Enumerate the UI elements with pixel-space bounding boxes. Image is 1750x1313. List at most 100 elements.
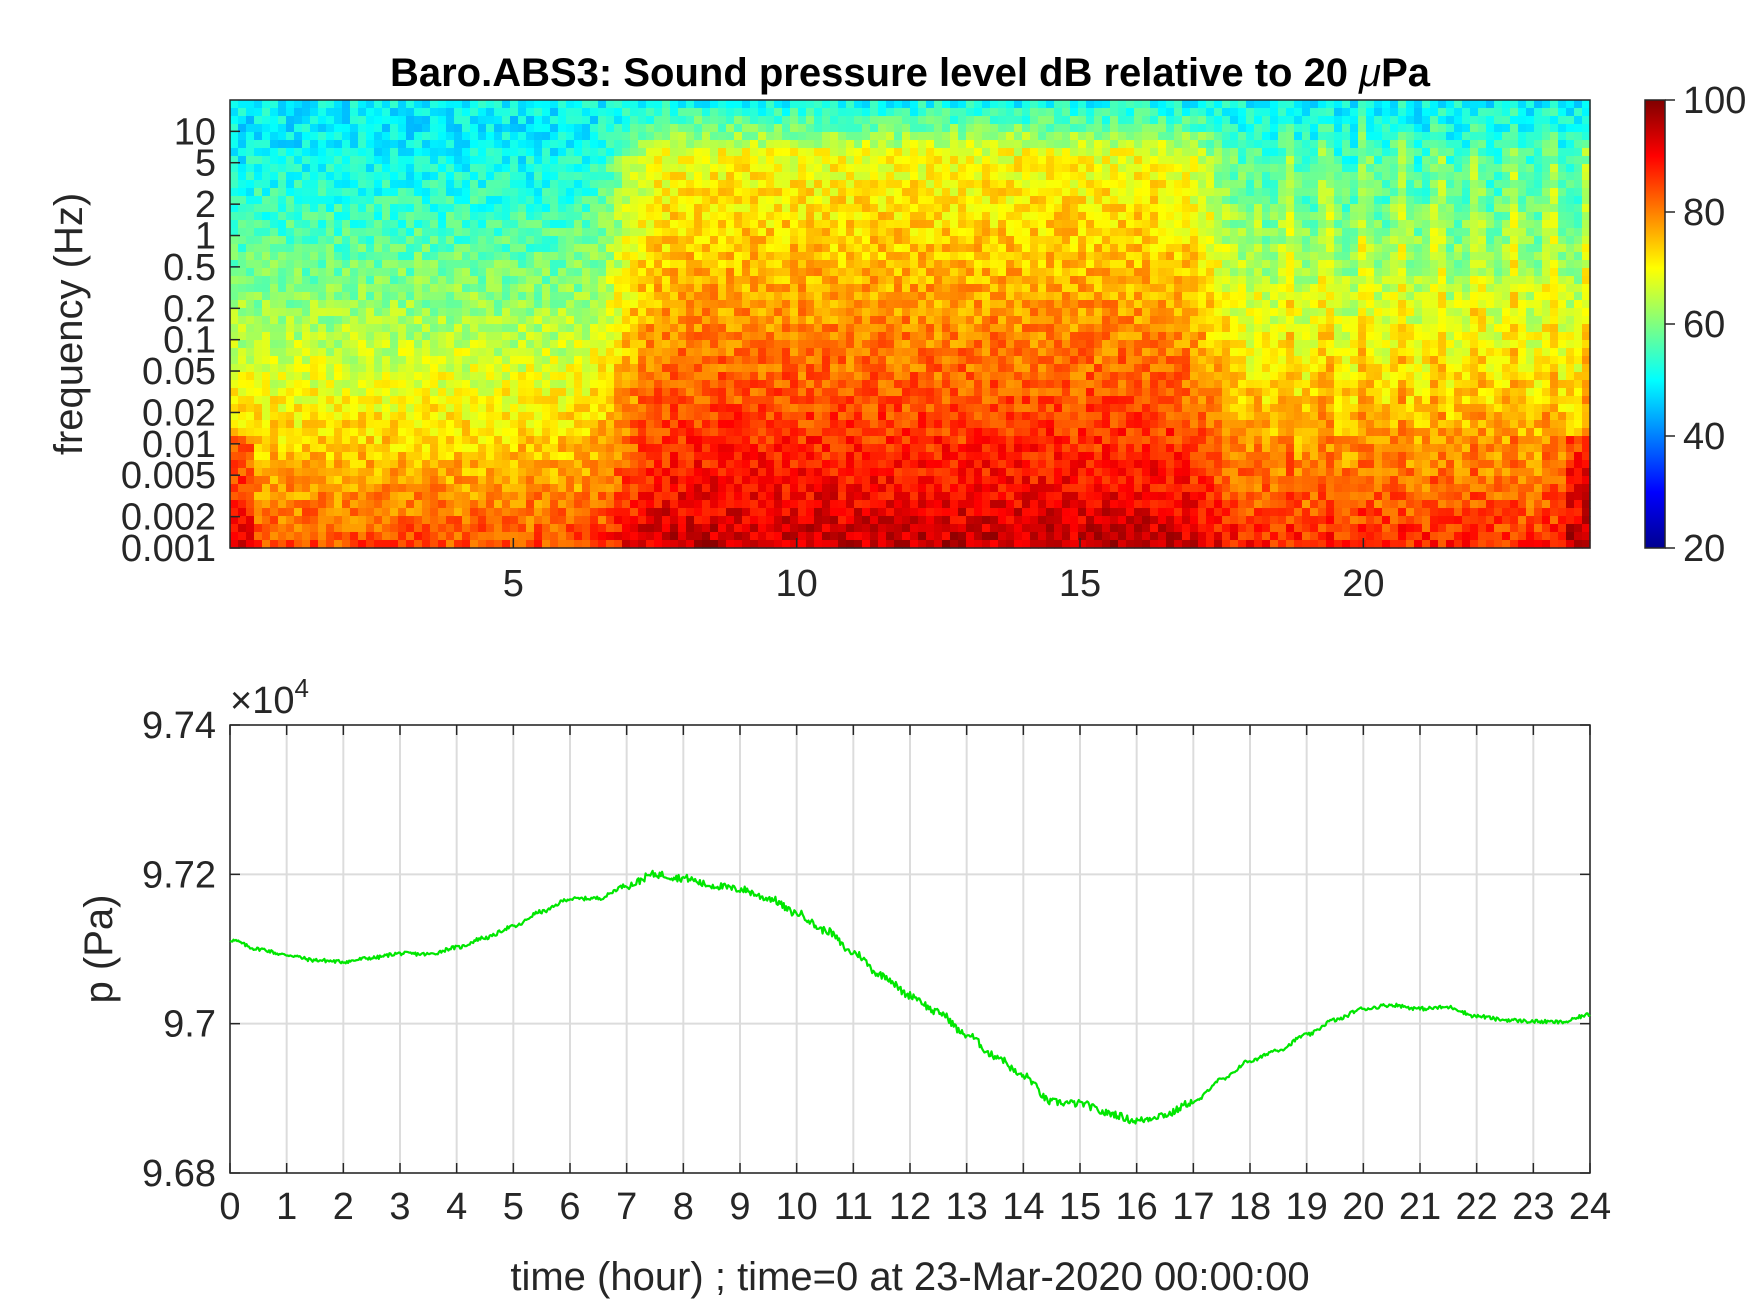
spectrogram-cell [454,292,463,301]
spectrogram-cell [774,540,783,549]
spectrogram-cell [286,348,295,357]
spectrogram-cell [814,356,823,365]
spectrogram-cell [686,332,695,341]
spectrogram-cell [814,516,823,525]
spectrogram-cell [502,236,511,245]
spectrogram-cell [366,300,375,309]
spectrogram-cell [342,516,351,525]
spectrogram-cell [750,540,759,549]
spectrogram-cell [878,164,887,173]
spectrogram-cell [462,308,471,317]
spectrogram-cell [822,468,831,477]
spectrogram-cell [886,276,895,285]
spectrogram-cell [758,508,767,517]
spectrogram-cell [694,244,703,253]
spectrogram-cell [390,220,399,229]
spectrogram-cell [670,164,679,173]
spectrogram-cell [478,124,487,133]
spectrogram-cell [702,500,711,509]
spectrogram-cell [390,324,399,333]
spectrogram-cell [494,260,503,269]
spectrogram-cell [318,364,327,373]
spectrogram-cell [286,444,295,453]
spectrogram-cell [238,252,247,261]
spectrogram-cell [358,348,367,357]
spectrogram-cell [726,380,735,389]
spectrogram-cell [310,476,319,485]
spectrogram-cell [590,388,599,397]
spectrogram-cell [798,428,807,437]
spectrogram-cell [766,252,775,261]
spectrogram-cell [542,492,551,501]
spectrogram-cell [502,140,511,149]
spectrogram-cell [462,524,471,533]
spectrogram-cell [902,276,911,285]
spectrogram-cell [630,252,639,261]
spectrogram-cell [494,252,503,261]
spectrogram-cell [366,308,375,317]
spectrogram-cell [566,460,575,469]
spectrogram-cell [678,476,687,485]
spectrogram-cell [750,148,759,157]
spectrogram-cell [334,108,343,117]
spectrogram-cell [622,460,631,469]
spectrogram-cell [518,148,527,157]
spectrogram-cell [790,116,799,125]
spectrogram-cell [798,404,807,413]
spectrogram-cell [942,172,951,181]
spectrogram-cell [342,132,351,141]
spectrogram-cell [342,316,351,325]
spectrogram-cell [350,196,359,205]
spectrogram-cell [910,508,919,517]
spectrogram-cell [918,412,927,421]
spectrogram-cell [334,540,343,549]
spectrogram-cell [590,180,599,189]
spectrogram-cell [582,244,591,253]
spectrogram-cell [502,212,511,221]
spectrogram-cell [670,332,679,341]
spectrogram-cell [678,148,687,157]
spectrogram-cell [494,500,503,509]
spectrogram-cell [606,148,615,157]
spectrogram-cell [718,244,727,253]
spectrogram-cell [678,540,687,549]
spectrogram-cell [294,388,303,397]
spectrogram-cell [502,452,511,461]
spectrogram-cell [582,396,591,405]
spectrogram-cell [622,468,631,477]
spectrogram-cell [822,148,831,157]
spectrogram-cell [558,348,567,357]
spectrogram-cell [734,452,743,461]
spectrogram-cell [630,324,639,333]
spectrogram-cell [534,516,543,525]
spectrogram-cell [350,324,359,333]
spectrogram-cell [774,388,783,397]
spectrogram-cell [246,260,255,269]
spectrogram-cell [798,124,807,133]
spectrogram-cell [558,436,567,445]
spectrogram-cell [566,236,575,245]
spectrogram-cell [326,468,335,477]
spectrogram-cell [230,116,239,125]
spectrogram-cell [254,188,263,197]
spectrogram-cell [782,164,791,173]
spectrogram-cell [326,188,335,197]
spectrogram-cell [494,220,503,229]
spectrogram-cell [622,428,631,437]
spectrogram-cell [302,116,311,125]
spectrogram-cell [926,108,935,117]
spectrogram-cell [470,268,479,277]
spectrogram-cell [934,140,943,149]
spectrogram-cell [486,276,495,285]
spectrogram-cell [246,164,255,173]
spectrogram-cell [270,196,279,205]
spectrogram-cell [398,156,407,165]
spectrogram-cell [942,100,951,109]
spectrogram-cell [254,460,263,469]
spectrogram-cell [670,220,679,229]
spectrogram-cell [822,204,831,213]
spectrogram-cell [278,300,287,309]
spectrogram-cell [734,492,743,501]
spectrogram-cell [334,340,343,349]
spectrogram-cell [862,348,871,357]
